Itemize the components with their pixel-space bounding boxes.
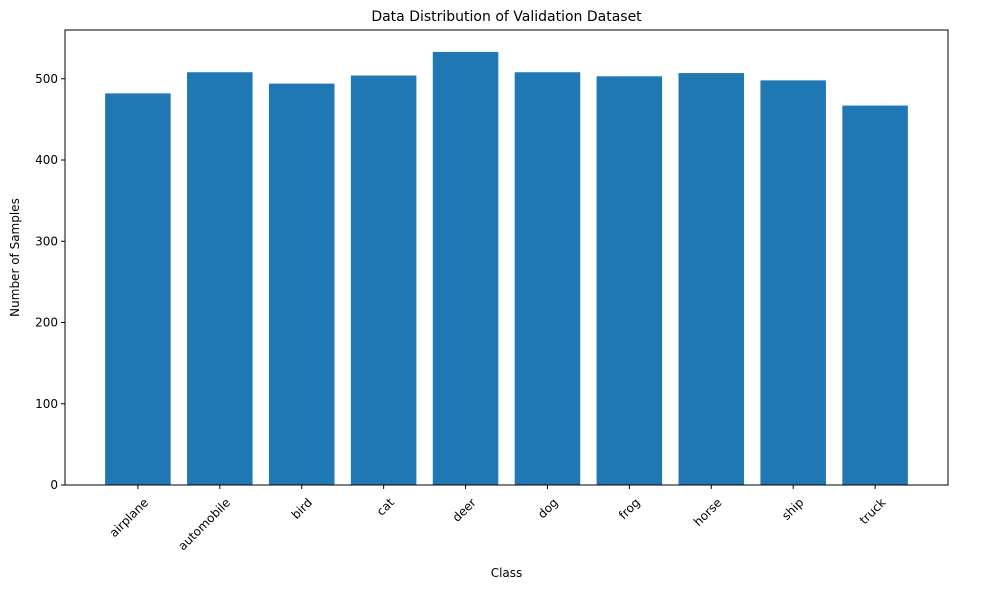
x-tick-label-truck: truck	[857, 495, 889, 527]
x-tick-label-automobile: automobile	[175, 495, 233, 553]
bar-airplane	[105, 93, 171, 485]
y-tick-label: 300	[35, 234, 58, 248]
x-tick-label-airplane: airplane	[107, 495, 151, 539]
y-axis-label: Number of Samples	[8, 198, 22, 317]
x-tick-label-frog: frog	[616, 495, 643, 522]
plot-area-frame	[64, 29, 949, 486]
y-tick-label: 200	[35, 316, 58, 330]
x-axis: airplane automobile bird cat deer dog frog hors…	[107, 485, 889, 553]
x-tick-label-dog: dog	[535, 495, 561, 521]
bar-deer	[432, 51, 499, 485]
bars-group	[105, 51, 908, 485]
y-tick-label: 400	[35, 153, 58, 167]
x-tick-label-cat: cat	[374, 495, 397, 518]
bar-frog	[596, 76, 663, 485]
bar-dog	[514, 72, 581, 485]
bar-automobile	[187, 72, 253, 485]
y-tick-label: 0	[50, 478, 58, 492]
bar-truck	[842, 105, 908, 485]
x-tick-label-deer: deer	[450, 495, 479, 524]
chart-title: Data Distribution of Validation Dataset	[371, 9, 642, 25]
bar-horse	[678, 73, 745, 485]
x-axis-label: Class	[491, 566, 523, 580]
y-tick-label: 500	[35, 72, 58, 86]
x-tick-label-bird: bird	[289, 495, 315, 521]
y-tick-label: 100	[35, 397, 58, 411]
bar-ship	[760, 80, 826, 485]
x-tick-label-horse: horse	[691, 495, 725, 529]
y-axis: 0 100 200 300 400 500	[35, 72, 65, 492]
bar-bird	[268, 83, 335, 485]
x-tick-label-ship: ship	[779, 495, 806, 522]
bar-cat	[350, 75, 417, 485]
